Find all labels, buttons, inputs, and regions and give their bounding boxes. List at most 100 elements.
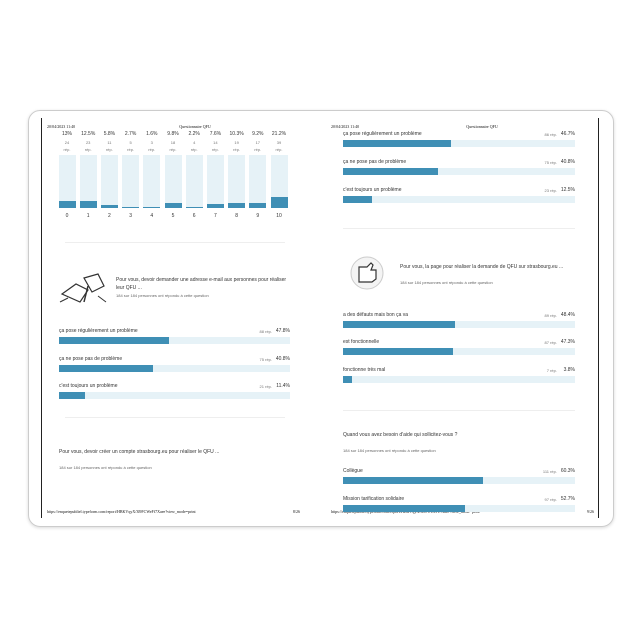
unit-label: rép. — [127, 147, 135, 152]
footer-url: https://enquetepubliel.typeform.com/repo… — [47, 509, 196, 514]
header-title: Questionnaire QFU — [179, 124, 211, 129]
histogram-bar — [249, 203, 267, 208]
histogram-track — [122, 155, 140, 208]
option-label: c'est toujours un problème — [343, 187, 402, 193]
option-percent: 12.5% — [560, 187, 575, 193]
separator — [343, 228, 575, 229]
histogram-bar — [100, 204, 118, 208]
option-track — [343, 140, 575, 147]
category-label: 6 — [192, 213, 196, 219]
option-percent: 3.8% — [563, 367, 575, 373]
count-label: 19 — [234, 140, 239, 145]
count-label: 18 — [170, 140, 176, 145]
category-label: 10 — [276, 213, 282, 219]
page-edge — [598, 118, 599, 518]
category-label: 2 — [108, 213, 111, 219]
option-bar — [59, 337, 170, 344]
icon-envelope-broken — [59, 273, 107, 303]
histogram-track — [58, 155, 76, 208]
category-label: 8 — [235, 213, 238, 219]
category-label: 3 — [129, 213, 132, 219]
option-label: ça pose régulièrement un problème — [343, 131, 422, 137]
question-text: Pour vous, la page pour réaliser la dema… — [400, 264, 564, 270]
percent-label: 12.5% — [81, 131, 96, 137]
option-percent: 40.8% — [560, 159, 575, 165]
percent-label: 5.8% — [103, 131, 116, 137]
option-bar — [343, 376, 352, 383]
question-text: Pour vous, devoir demander une adresse e… — [116, 277, 287, 291]
header-date: 20/04/2023 11:40 — [331, 124, 360, 129]
unit-label: rép. — [84, 147, 92, 152]
percent-label: 13% — [61, 131, 73, 137]
histogram-track — [206, 155, 224, 208]
response-count: 184 sur 184 personnes ont répondu à cett… — [343, 448, 436, 453]
response-count: 184 sur 184 personnes ont répondu à cett… — [59, 465, 152, 470]
percent-label: 21.2% — [271, 131, 287, 137]
option-percent: 47.3% — [560, 339, 575, 345]
percent-label: 10.3% — [229, 131, 244, 137]
histogram-bar — [164, 202, 182, 208]
document-viewer — [28, 110, 614, 527]
unit-label: rép. — [105, 147, 113, 152]
histogram-track — [228, 155, 246, 208]
question-text: Pour vous, devoir créer un compte strasb… — [59, 449, 220, 455]
histogram-bar — [122, 206, 140, 208]
category-label: 1 — [86, 213, 90, 219]
option-bar — [343, 168, 438, 175]
percent-label: 2.2% — [188, 131, 200, 137]
category-label: 7 — [214, 213, 217, 219]
option-track — [343, 348, 575, 355]
option-label: fonctionne très mal — [343, 367, 386, 373]
histogram-bar — [58, 201, 76, 208]
option-bar — [343, 196, 372, 203]
category-label: 0 — [65, 213, 69, 219]
percent-label: 7.6% — [209, 131, 222, 137]
page-number: 9/26 — [586, 509, 594, 514]
separator — [65, 242, 285, 243]
option-bar — [343, 321, 456, 328]
count-label: 24 — [64, 140, 70, 145]
option-bar — [59, 365, 154, 372]
page-number: 8/26 — [292, 509, 300, 514]
option-count: 89 rép. — [544, 312, 557, 318]
separator — [343, 410, 575, 411]
histogram-bar — [79, 201, 97, 208]
count-label: 39 — [276, 140, 282, 145]
option-track — [59, 337, 290, 344]
count-label: 4 — [193, 140, 196, 145]
histogram-track — [79, 155, 97, 208]
option-count: 88 rép. — [259, 328, 272, 334]
option-count: 7 rép. — [546, 367, 557, 373]
unit-label: rép. — [169, 147, 177, 152]
count-label: 11 — [107, 140, 112, 145]
histogram-bar — [143, 207, 161, 208]
option-percent: 47.8% — [275, 328, 290, 334]
option-count: 97 rép. — [544, 496, 557, 502]
category-label: 4 — [150, 213, 154, 219]
option-percent: 11.4% — [276, 383, 290, 389]
option-percent: 48.4% — [560, 312, 575, 318]
unit-label: rép. — [275, 147, 283, 152]
option-count: 86 rép. — [544, 131, 557, 137]
option-track — [343, 321, 575, 328]
option-percent: 40.8% — [275, 356, 290, 362]
option-bar — [343, 505, 466, 512]
header-date: 20/04/2023 11:40 — [47, 124, 76, 129]
option-track — [343, 196, 575, 203]
separator — [65, 417, 285, 418]
percent-label: 9.8% — [167, 131, 179, 137]
percent-label: 1.6% — [146, 131, 158, 137]
histogram-track — [164, 155, 182, 208]
category-label: 9 — [256, 213, 260, 219]
option-label: ça pose régulièrement un problème — [59, 328, 138, 334]
unit-label: rép. — [63, 147, 71, 152]
option-bar — [343, 477, 483, 484]
option-count: 21 rép. — [259, 383, 272, 389]
histogram-track — [249, 155, 267, 208]
option-percent: 60.3% — [560, 468, 575, 474]
count-label: 14 — [213, 140, 218, 145]
option-label: a des défauts mais bon ça va — [343, 312, 409, 318]
option-track — [343, 477, 575, 484]
option-count: 75 rép. — [259, 356, 272, 362]
